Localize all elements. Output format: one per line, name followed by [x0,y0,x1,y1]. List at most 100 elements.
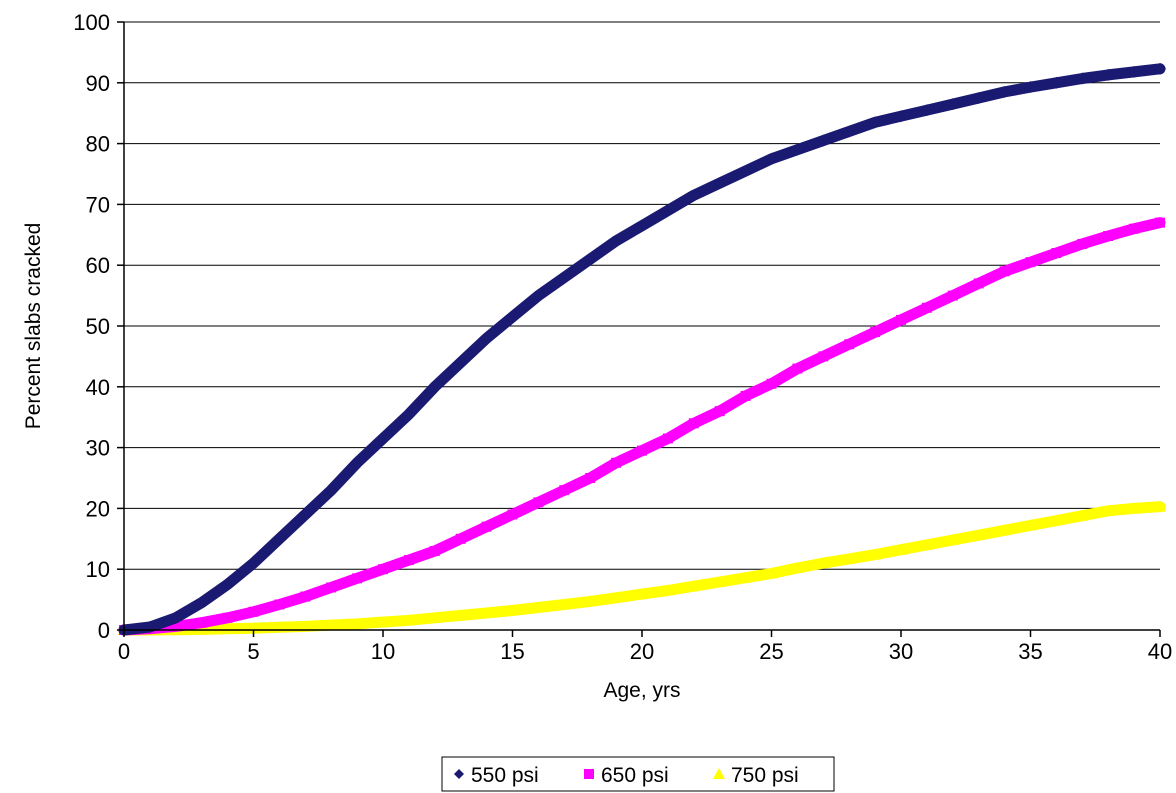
data-point [870,327,881,338]
data-point [946,534,959,546]
legend-box [441,756,835,792]
data-point [532,289,545,302]
legend-marker [584,769,594,779]
data-point [532,601,545,613]
data-point [378,564,388,575]
data-point [325,619,338,631]
series-550-psi [118,62,1166,636]
y-tick-label: 100 [73,10,110,35]
data-point [248,606,259,617]
legend-label: 650 psi [601,764,669,787]
data-point [636,219,648,232]
data-point [481,521,492,532]
y-tick-label: 60 [86,253,110,278]
legend-item-750-psi: 750 psi [713,764,799,787]
y-tick-label: 10 [86,557,110,582]
data-point [637,445,647,456]
data-point [351,456,364,469]
x-tick-label: 40 [1148,639,1172,664]
data-point [1129,223,1140,234]
data-point [300,591,311,602]
data-point [585,473,596,483]
data-point [480,332,493,345]
data-point [1102,504,1115,516]
data-point [247,557,260,570]
data-point [973,278,984,289]
data-point [610,591,623,603]
legend-marker [454,769,464,779]
data-point [896,314,906,325]
legend-item-650-psi: 650 psi [584,764,669,787]
data-point [351,617,364,629]
x-tick-label: 5 [247,639,259,664]
legend: 550 psi 650 psi 750 psi [441,756,835,792]
data-point [739,164,752,177]
data-point [221,578,234,591]
data-point [299,620,312,632]
data-point [895,110,907,123]
data-point [1024,519,1037,531]
data-point [946,98,959,111]
data-point [1076,509,1089,521]
series-group [118,62,1166,636]
data-point [533,497,544,508]
legend-item-550-psi: 550 psi [454,764,539,787]
data-point [480,606,493,618]
data-point [221,622,234,634]
data-point [921,302,932,313]
data-point [1025,257,1036,268]
data-point [610,234,623,247]
data-point [869,116,882,129]
data-point [507,509,518,520]
legend-label: 550 psi [471,764,539,787]
data-point [972,92,985,104]
x-axis-title: Age, yrs [603,679,680,702]
data-point [713,177,726,190]
data-point [1051,248,1062,259]
y-tick-label: 0 [98,618,110,643]
data-point [1076,72,1089,85]
x-tick-label: 10 [371,639,395,664]
data-point [403,555,414,566]
data-point [687,189,700,202]
data-point [506,604,519,616]
data-point [428,380,441,393]
x-tick-label: 20 [630,639,654,664]
data-point [766,378,777,389]
data-point [661,584,674,596]
x-tick-label: 30 [889,639,913,664]
y-axis-title: Percent slabs cracked [22,223,45,430]
data-point [765,152,778,165]
series-750-psi [118,500,1166,636]
data-point [454,356,467,369]
data-point [1024,81,1037,94]
data-point [455,533,466,544]
data-point [326,582,337,593]
legend-label: 750 psi [731,764,799,787]
data-point [636,588,648,600]
data-point [506,310,519,323]
data-point [196,617,207,628]
data-point [299,508,312,521]
data-point [869,548,882,560]
data-point [765,567,778,579]
data-point [1102,68,1115,81]
data-point [377,616,389,628]
data-point [920,538,933,550]
data-point [662,433,673,444]
data-point [661,204,674,217]
data-point [325,484,338,497]
data-point [844,339,855,350]
gridlines [124,21,1160,570]
data-point [559,485,570,496]
data-point [429,545,440,556]
tick-labels: 0 10 20 30 40 50 60 70 80 90 100 0 5 10 15 20 25 30 35 40 [73,10,1172,664]
data-point [273,532,286,545]
data-point [454,609,467,621]
data-point [739,571,752,583]
data-point [558,598,571,610]
data-point [1155,217,1165,228]
data-point [584,253,597,266]
y-tick-label: 70 [86,192,110,217]
ticks [117,21,1161,637]
